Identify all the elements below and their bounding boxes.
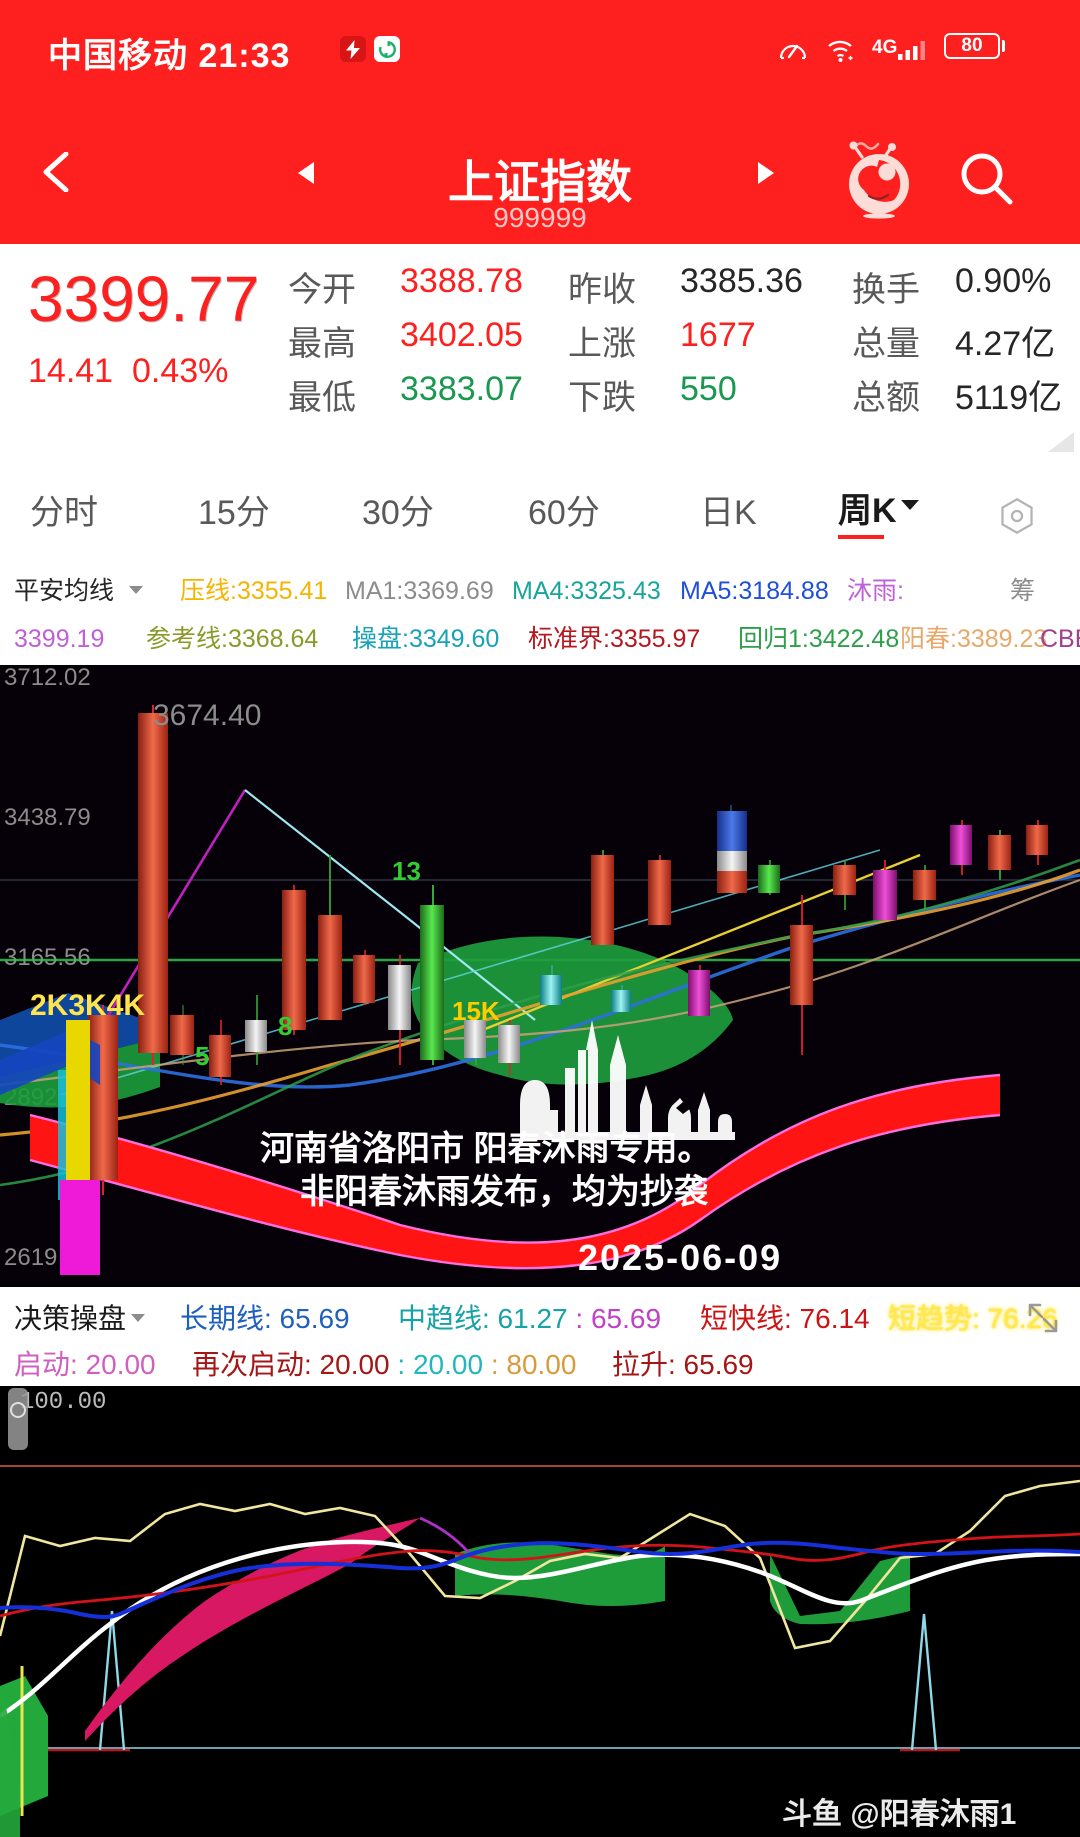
svg-text:2619: 2619 (4, 1244, 57, 1271)
svg-text:3165.56: 3165.56 (4, 944, 91, 971)
svg-text:5: 5 (195, 1041, 209, 1071)
svg-text:2K3K4K: 2K3K4K (30, 989, 145, 1022)
svg-text:3438.79: 3438.79 (4, 804, 91, 831)
svg-text:3674.40: 3674.40 (153, 699, 261, 732)
svg-text:15K: 15K (452, 996, 500, 1026)
svg-text:100.00: 100.00 (20, 1389, 106, 1416)
svg-text:8: 8 (278, 1011, 292, 1041)
svg-text:河南省洛阳市 阳春沐雨专用。: 河南省洛阳市 阳春沐雨专用。 (260, 1129, 711, 1168)
svg-text:非阳春沐雨发布，均为抄袭: 非阳春沐雨发布，均为抄袭 (300, 1173, 709, 1211)
svg-text:3712.02: 3712.02 (4, 665, 91, 691)
svg-text:13: 13 (392, 856, 421, 886)
svg-text:2025-06-09: 2025-06-09 (578, 1237, 782, 1278)
